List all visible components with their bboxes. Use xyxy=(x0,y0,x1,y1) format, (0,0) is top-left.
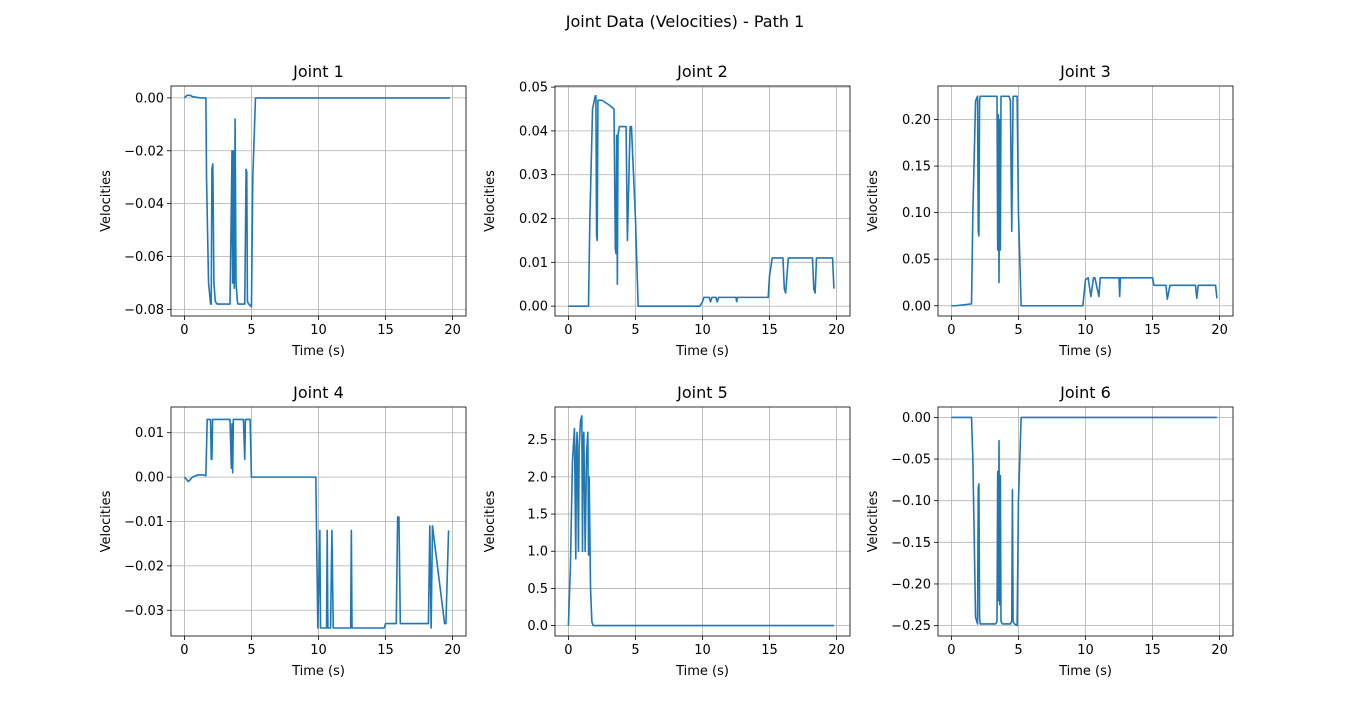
y-axis-label: Velocities xyxy=(99,490,114,552)
x-tick-label: 10 xyxy=(310,643,327,658)
x-tick-label: 10 xyxy=(694,323,711,338)
x-tick-label: 10 xyxy=(1077,643,1094,658)
series-line-joint-3 xyxy=(951,95,1218,307)
y-axis-label: Velocities xyxy=(99,170,114,232)
x-tick-label: 10 xyxy=(1077,323,1094,338)
y-tick-label: −0.15 xyxy=(891,536,931,551)
x-tick-label: 20 xyxy=(828,643,845,658)
x-tick-label: 20 xyxy=(444,323,461,338)
x-tick-label: 15 xyxy=(377,643,394,658)
y-tick-label: 0.15 xyxy=(902,160,931,175)
y-tick-label: 0.05 xyxy=(519,81,548,96)
x-tick-label: 5 xyxy=(631,323,639,338)
y-tick-label: 0.00 xyxy=(135,471,164,486)
subplot-title: Joint 2 xyxy=(676,62,728,81)
x-axis-label: Time (s) xyxy=(1058,344,1112,359)
x-axis-label: Time (s) xyxy=(1058,664,1112,679)
series-line-joint-6 xyxy=(951,416,1217,627)
x-tick-label: 5 xyxy=(1014,643,1022,658)
y-axis-label: Velocities xyxy=(866,170,881,232)
subplot-joint-1: 0 5 10 15 20 0.00 −0.02 −0.04 −0.06 −0.08 Joint 1 T… xyxy=(99,62,467,359)
y-tick-label: 2.0 xyxy=(527,470,548,485)
y-tick-label: −0.02 xyxy=(124,144,164,159)
x-tick-label: 0 xyxy=(947,643,955,658)
subplot-title: Joint 6 xyxy=(1059,383,1111,402)
y-tick-label: 0.02 xyxy=(519,212,548,227)
subplot-joint-4: 0 5 10 15 20 0.01 0.00 −0.01 −0.02 −0.03 Joint 4 Ti… xyxy=(99,383,467,679)
y-tick-label: −0.05 xyxy=(891,453,931,468)
y-tick-label: 2.5 xyxy=(527,433,548,448)
y-tick-label: 1.0 xyxy=(527,545,548,560)
x-tick-label: 15 xyxy=(761,643,778,658)
y-tick-label: 0.0 xyxy=(527,619,548,634)
y-tick-label: 0.00 xyxy=(902,299,931,314)
y-tick-label: 0.05 xyxy=(902,253,931,268)
x-tick-label: 15 xyxy=(1144,323,1161,338)
x-tick-label: 15 xyxy=(377,323,394,338)
subplot-joint-6: 0 5 10 15 20 0.00 −0.05 −0.10 −0.15 −0.20 −0.25 Joi… xyxy=(866,383,1234,679)
figure-title: Joint Data (Velocities) - Path 1 xyxy=(565,12,805,31)
subplot-title: Joint 4 xyxy=(292,383,344,402)
y-tick-label: −0.02 xyxy=(124,559,164,574)
x-tick-label: 5 xyxy=(247,643,255,658)
subplot-title: Joint 3 xyxy=(1059,62,1111,81)
x-tick-label: 20 xyxy=(444,643,461,658)
x-tick-label: 0 xyxy=(180,643,188,658)
y-tick-label: −0.01 xyxy=(124,515,164,530)
y-axis-label: Velocities xyxy=(483,170,498,232)
x-tick-label: 0 xyxy=(564,643,572,658)
y-tick-label: 0.01 xyxy=(519,256,548,271)
subplot-joint-2: 0 5 10 15 20 0.00 0.01 0.02 0.03 0.04 0.05 Joint 2 T… xyxy=(483,62,851,359)
x-tick-label: 10 xyxy=(694,643,711,658)
series-line-joint-5 xyxy=(567,415,834,627)
subplot-joint-3: 0 5 10 15 20 0.00 0.05 0.10 0.15 0.20 Joint 3 Time … xyxy=(866,62,1234,359)
x-tick-label: 20 xyxy=(1211,643,1228,658)
y-tick-label: −0.20 xyxy=(891,577,931,592)
x-axis-label: Time (s) xyxy=(675,664,729,679)
series-line-joint-1 xyxy=(183,94,450,308)
y-tick-label: 0.5 xyxy=(527,582,548,597)
y-tick-label: 0.01 xyxy=(135,426,164,441)
y-tick-label: 0.00 xyxy=(519,300,548,315)
x-tick-label: 0 xyxy=(947,323,955,338)
y-tick-label: 0.20 xyxy=(902,113,931,128)
y-tick-label: 0.03 xyxy=(519,168,548,183)
x-tick-label: 20 xyxy=(1211,323,1228,338)
y-tick-label: 0.10 xyxy=(902,206,931,221)
x-tick-label: 15 xyxy=(1144,643,1161,658)
x-tick-label: 5 xyxy=(247,323,255,338)
y-tick-label: −0.25 xyxy=(891,619,931,634)
x-tick-label: 10 xyxy=(310,323,327,338)
x-tick-label: 5 xyxy=(1014,323,1022,338)
series-line-joint-2 xyxy=(568,95,835,307)
series-line-joint-4 xyxy=(183,418,450,629)
y-tick-label: 1.5 xyxy=(527,508,548,523)
x-tick-label: 0 xyxy=(180,323,188,338)
x-axis-label: Time (s) xyxy=(291,664,345,679)
x-tick-label: 20 xyxy=(828,323,845,338)
x-axis-label: Time (s) xyxy=(291,344,345,359)
y-tick-label: −0.10 xyxy=(891,494,931,509)
x-tick-label: 0 xyxy=(564,323,572,338)
x-axis-label: Time (s) xyxy=(675,344,729,359)
subplot-title: Joint 1 xyxy=(292,62,344,81)
y-tick-label: −0.03 xyxy=(124,604,164,619)
y-axis-label: Velocities xyxy=(866,490,881,552)
y-tick-label: 0.04 xyxy=(519,124,548,139)
y-tick-label: −0.08 xyxy=(124,303,164,318)
subplot-joint-5: 0 5 10 15 20 0.0 0.5 1.0 1.5 2.0 2.5 Joint 5 Time (s… xyxy=(483,383,851,679)
y-tick-label: −0.06 xyxy=(124,250,164,265)
y-tick-label: 0.00 xyxy=(902,411,931,426)
y-tick-label: 0.00 xyxy=(135,91,164,106)
y-axis-label: Velocities xyxy=(483,490,498,552)
y-tick-label: −0.04 xyxy=(124,197,164,212)
subplot-title: Joint 5 xyxy=(676,383,728,402)
x-tick-label: 15 xyxy=(761,323,778,338)
x-tick-label: 5 xyxy=(631,643,639,658)
